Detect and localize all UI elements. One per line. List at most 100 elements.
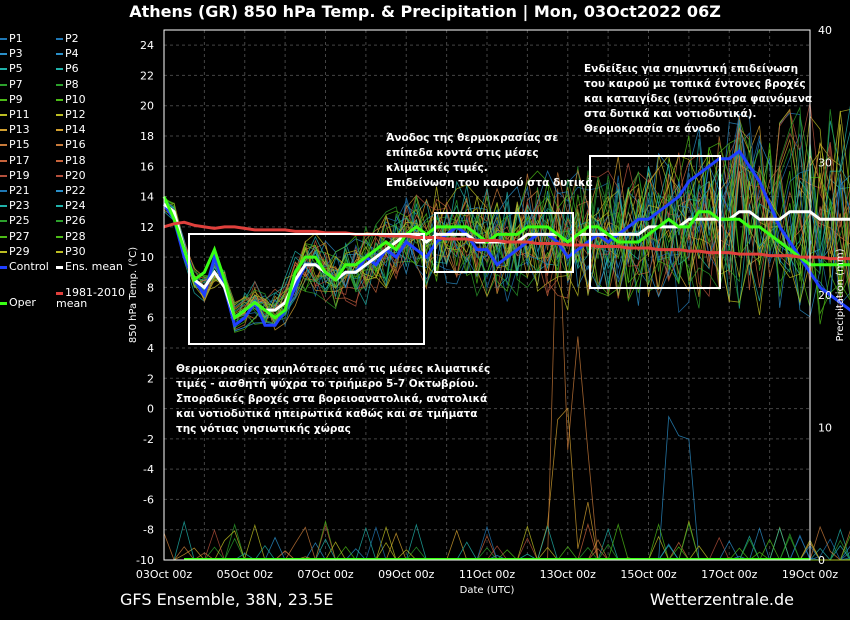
- legend-label: Ens. mean: [65, 260, 123, 273]
- annotation-line: κλιματικές τιμές.: [386, 162, 488, 174]
- y-tick-label: 2: [147, 372, 154, 385]
- annotation-line: της νότιας νησιωτικής χώρας: [176, 423, 351, 435]
- legend-label: P23: [9, 199, 30, 213]
- legend-swatch: [0, 205, 7, 208]
- member-line: [163, 122, 850, 331]
- legend-swatch: [0, 301, 7, 305]
- precip-member-line: [164, 519, 850, 561]
- legend-label: P28: [65, 229, 86, 243]
- x-tick-label: 17Oct 00z: [701, 568, 758, 581]
- annotation-line: Άνοδος της θερμοκρασίας σε: [386, 132, 559, 144]
- legend-swatch: [0, 53, 7, 56]
- precip-member-line: [164, 520, 850, 561]
- legend-label: P6: [65, 62, 79, 76]
- legend-label: P17: [9, 153, 30, 167]
- legend-swatch: [56, 174, 63, 177]
- legend-swatch: [0, 235, 7, 238]
- legend-item: P22: [56, 184, 86, 197]
- legend-swatch: [56, 144, 63, 147]
- precip-member-line: [164, 415, 850, 561]
- annotation-right: Ενδείξεις για σημαντική επιδείνωση του κ…: [584, 62, 812, 137]
- legend-swatch: [0, 68, 7, 71]
- annotation-line: τιμές - αισθητή ψύχρα το τριήμερο 5-7 Οκ…: [176, 378, 479, 390]
- member-line: [163, 154, 850, 326]
- annotation-box: [434, 212, 574, 273]
- annotation-line: και καταιγίδες (εντονότερα φαινόμενα: [584, 93, 813, 105]
- member-line: [163, 125, 850, 331]
- series-line-ens-mean: [163, 202, 850, 321]
- x-tick-label: 11Oct 00z: [459, 568, 516, 581]
- legend-swatch: [0, 250, 7, 253]
- legend-swatch: [0, 265, 7, 269]
- x-tick-label: 19Oct 00z: [782, 568, 839, 581]
- y-tick-label: 20: [140, 100, 154, 113]
- annotation-line: Θερμοκρασία σε άνοδο: [584, 123, 721, 135]
- y-tick-label: -8: [143, 524, 154, 537]
- legend-item: P24: [56, 199, 86, 212]
- x-tick-label: 15Oct 00z: [620, 568, 677, 581]
- precip-member-line: [164, 528, 850, 561]
- legend-label: P11: [9, 108, 30, 121]
- y2-tick-label: 30: [818, 157, 832, 170]
- legend-swatch: [56, 220, 63, 223]
- legend-label: P13: [9, 123, 30, 137]
- legend-label: P9: [9, 92, 23, 106]
- legend-item: P23: [0, 199, 30, 212]
- legend-item: P10: [56, 93, 86, 106]
- legend-label: P25: [9, 214, 30, 228]
- legend-swatch: [56, 205, 63, 208]
- legend-swatch: [56, 129, 63, 132]
- precip-member-line: [164, 519, 850, 561]
- member-line: [163, 127, 850, 331]
- legend-label: P19: [9, 168, 30, 182]
- legend-swatch: [56, 38, 63, 40]
- y-tick-label: -6: [143, 493, 154, 506]
- legend-swatch: [56, 83, 63, 86]
- legend-label: P5: [9, 62, 23, 76]
- legend-item: P3: [0, 47, 23, 60]
- legend-label: P20: [65, 168, 86, 182]
- legend-swatch: [56, 190, 63, 192]
- legend-item: P13: [0, 123, 30, 136]
- legend-label: P8: [65, 77, 79, 91]
- legend-swatch: [0, 159, 7, 162]
- member-line: [163, 130, 850, 320]
- footer-site: Wetterzentrale.de: [649, 590, 794, 609]
- member-line: [163, 119, 850, 332]
- annotation-box: [188, 233, 425, 345]
- y-tick-label: 8: [147, 281, 154, 294]
- legend-label: Oper: [9, 296, 36, 310]
- legend-label: P21: [9, 184, 30, 197]
- legend-item: P1: [0, 32, 23, 45]
- legend-swatch: [56, 250, 63, 253]
- annotation-line: Ενδείξεις για σημαντική επιδείνωση: [584, 63, 799, 75]
- legend-swatch: [0, 190, 7, 192]
- y-tick-label: -4: [143, 463, 154, 476]
- legend-label: Control: [9, 260, 49, 273]
- legend-item: P17: [0, 154, 30, 167]
- legend-swatch: [56, 68, 63, 71]
- legend-label: P30: [65, 244, 86, 258]
- y-tick-label: 0: [147, 403, 154, 416]
- legend-item: P27: [0, 230, 30, 243]
- chart-title: Athens (GR) 850 hPa Temp. & Precipitatio…: [129, 2, 721, 21]
- legend-label: P18: [65, 153, 86, 167]
- y2-tick-label: 10: [818, 422, 832, 435]
- x-tick-label: 13Oct 00z: [540, 568, 597, 581]
- legend-label: P2: [65, 32, 79, 45]
- legend-item: P14: [56, 123, 86, 136]
- legend-label: P26: [65, 214, 86, 228]
- legend-swatch: [0, 174, 7, 177]
- legend-item: P19: [0, 169, 30, 182]
- y2-tick-label: 0: [818, 554, 825, 567]
- legend-label: P29: [9, 244, 30, 258]
- legend-item: P26: [56, 214, 86, 227]
- member-line: [163, 142, 850, 333]
- legend-swatch: [0, 83, 7, 86]
- y-tick-label: 16: [140, 160, 154, 173]
- legend-item: P8: [56, 78, 79, 91]
- annotation-middle: Άνοδος της θερμοκρασίας σε επίπεδα κοντά…: [386, 131, 593, 191]
- annotation-line: στα δυτικά και νοτιοδυτικά).: [584, 108, 757, 120]
- legend-label: P14: [65, 123, 86, 137]
